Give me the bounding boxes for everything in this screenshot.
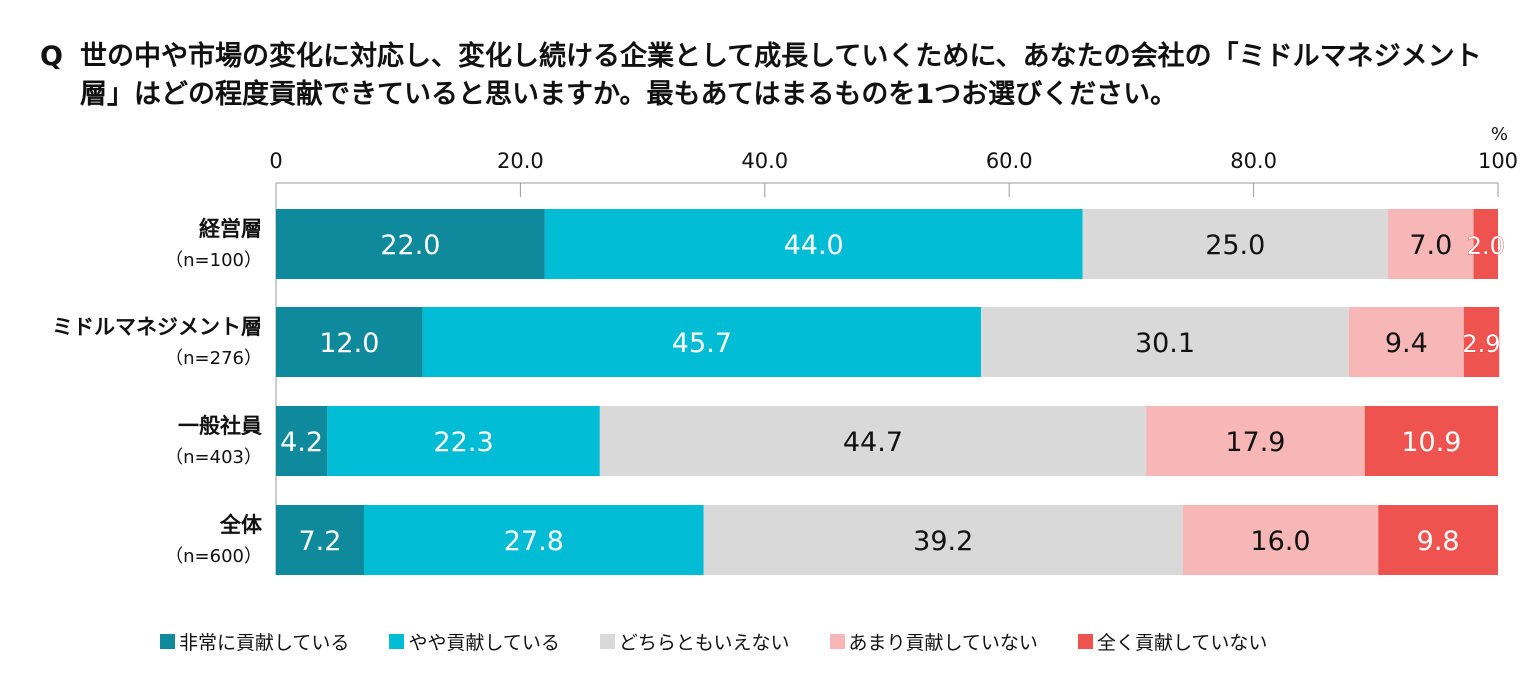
legend-swatch: [599, 633, 615, 649]
bar-segment: [1364, 406, 1498, 476]
data-label: 4.2: [280, 427, 323, 458]
category-sample-size: （n=276）: [165, 348, 262, 369]
data-label: 9.8: [1417, 526, 1460, 557]
data-label: 9.4: [1385, 328, 1428, 359]
legend-swatch: [829, 633, 845, 649]
legend-label: やや貢献している: [408, 631, 560, 654]
legend-item: あまり貢献していない: [829, 628, 1038, 655]
chart-legend: 非常に貢献している やや貢献している どちらともいえない あまり貢献していない 全く貢献…: [160, 626, 1307, 656]
x-tick-label: 100: [1478, 149, 1518, 173]
data-label: 10.9: [1401, 427, 1461, 458]
bar-segment: [327, 406, 600, 476]
data-label: 17.9: [1225, 427, 1285, 458]
data-label: 2.9: [1462, 330, 1500, 358]
category-sample-size: （n=100）: [165, 250, 262, 271]
legend-label: 全く貢献していない: [1096, 631, 1268, 654]
bar-segment: [1182, 505, 1379, 575]
data-label: 2.0: [1467, 232, 1505, 260]
x-tick-label: 80.0: [1230, 149, 1277, 173]
x-tick-label: 60.0: [986, 149, 1033, 173]
legend-label: どちらともいえない: [618, 631, 790, 654]
data-label: 45.7: [672, 328, 732, 359]
bar-segment: [363, 505, 704, 575]
category-label: 全体: [219, 513, 263, 537]
legend-item: 非常に貢献している: [160, 628, 349, 655]
bar-segment: [1463, 307, 1500, 377]
category-label: 経営層: [199, 217, 262, 241]
legend-item: 全く貢献していない: [1077, 628, 1268, 655]
bar-segment: [1348, 307, 1464, 377]
axis-unit-label: %: [1491, 124, 1508, 145]
question-text: Q 世の中や市場の変化に対応し、変化し続ける企業として成長していくために、あなた…: [40, 38, 1510, 114]
bar-segment: [276, 307, 423, 377]
category-label: ミドルマネジメント層: [52, 315, 262, 339]
bar-segment: [544, 209, 1083, 279]
stacked-bar-chart: % 0 20.0 40.0 60.0 80.0 100 経営層 （n=100） ミドルマネジメント…: [52, 124, 1518, 575]
data-label: 27.8: [504, 526, 564, 557]
bar-segment: [703, 505, 1183, 575]
bar-segment: [599, 406, 1147, 476]
category-sample-size: （n=600）: [165, 546, 262, 567]
question-body: 世の中や市場の変化に対応し、変化し続ける企業として成長していくために、あなたの会…: [80, 41, 1482, 110]
bar-segment: [1473, 209, 1498, 279]
category-label: 一般社員: [178, 414, 262, 438]
data-label: 44.7: [843, 427, 903, 458]
bar-segment: [422, 307, 982, 377]
data-label: 44.0: [784, 230, 844, 261]
legend-label: 非常に貢献している: [179, 631, 350, 654]
data-label: 25.0: [1205, 230, 1265, 261]
x-tick-label: 40.0: [741, 149, 788, 173]
bar-segment: [276, 505, 364, 575]
legend-label: あまり貢献していない: [848, 631, 1038, 654]
legend-swatch: [160, 633, 175, 649]
data-label: 22.0: [380, 230, 440, 261]
x-tick-label: 0: [269, 149, 282, 173]
legend-item: やや貢献している: [389, 628, 560, 655]
data-label: 7.0: [1409, 230, 1452, 261]
data-label: 30.1: [1135, 328, 1195, 359]
data-label: 12.0: [319, 328, 379, 359]
bar-segment: [276, 209, 545, 279]
data-label: 7.2: [299, 526, 342, 557]
legend-swatch: [389, 633, 405, 649]
bar-segment: [1146, 406, 1365, 476]
x-tick-label: 20.0: [497, 149, 544, 173]
data-label: 16.0: [1250, 526, 1310, 557]
data-label: 39.2: [913, 526, 973, 557]
legend-item: どちらともいえない: [599, 628, 790, 655]
question-mark: Q: [40, 41, 63, 72]
category-sample-size: （n=403）: [165, 447, 262, 468]
bar-segment: [1388, 209, 1474, 279]
bar-segment: [981, 307, 1349, 377]
bar-segment: [1082, 209, 1389, 279]
bar-segment: [276, 406, 328, 476]
legend-swatch: [1077, 633, 1093, 649]
bar-segment: [1378, 505, 1498, 575]
data-label: 22.3: [434, 427, 494, 458]
